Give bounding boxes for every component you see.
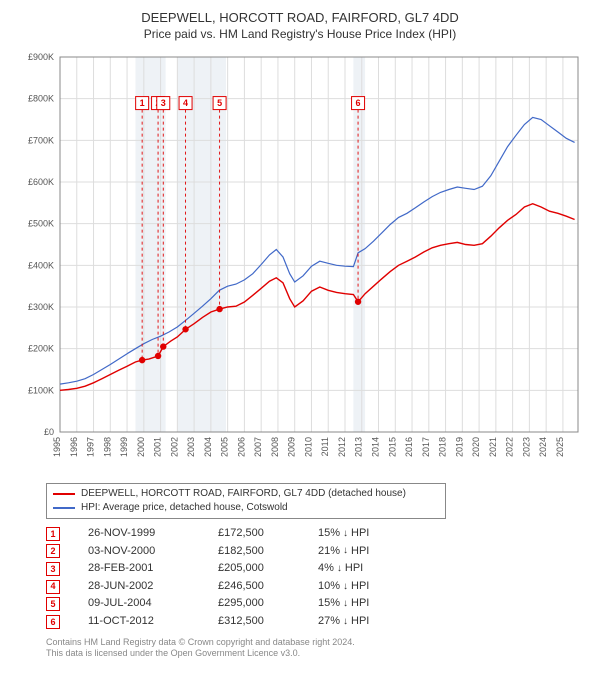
transaction-price: £172,500 (218, 525, 318, 543)
svg-text:5: 5 (217, 98, 222, 108)
table-row: 5 09-JUL-2004£295,00015%↓HPI (46, 595, 588, 613)
svg-text:2024: 2024 (538, 437, 548, 457)
transaction-date: 03-NOV-2000 (88, 543, 218, 561)
svg-text:2016: 2016 (404, 437, 414, 457)
svg-text:£800K: £800K (28, 94, 54, 104)
transaction-pct: 15%↓HPI (318, 525, 369, 543)
transaction-price: £246,500 (218, 578, 318, 596)
svg-text:2018: 2018 (438, 437, 448, 457)
legend-label: DEEPWELL, HORCOTT ROAD, FAIRFORD, GL7 4D… (81, 487, 406, 501)
svg-text:2013: 2013 (354, 437, 364, 457)
table-row: 2 03-NOV-2000£182,50021%↓HPI (46, 543, 588, 561)
svg-text:£500K: £500K (28, 219, 54, 229)
svg-text:£300K: £300K (28, 302, 54, 312)
transaction-pct: 15%↓HPI (318, 595, 369, 613)
footnote-line: Contains HM Land Registry data © Crown c… (46, 637, 588, 649)
transaction-date: 28-FEB-2001 (88, 560, 218, 578)
transaction-marker-number: 5 (46, 597, 60, 611)
svg-text:2021: 2021 (488, 437, 498, 457)
transaction-table: 126-NOV-1999£172,50015%↓HPI203-NOV-2000£… (46, 525, 588, 631)
svg-text:2017: 2017 (421, 437, 431, 457)
svg-text:£700K: £700K (28, 135, 54, 145)
svg-text:1999: 1999 (119, 437, 129, 457)
svg-text:1996: 1996 (69, 437, 79, 457)
svg-text:2012: 2012 (337, 437, 347, 457)
transaction-marker-number: 3 (46, 562, 60, 576)
svg-text:2014: 2014 (371, 437, 381, 457)
transaction-pct: 10%↓HPI (318, 578, 369, 596)
transaction-marker-number: 2 (46, 544, 60, 558)
svg-text:2011: 2011 (320, 437, 330, 456)
svg-text:2008: 2008 (270, 437, 280, 457)
table-row: 6 11-OCT-2012£312,50027%↓HPI (46, 613, 588, 631)
svg-text:2019: 2019 (454, 437, 464, 457)
transaction-marker-number: 1 (46, 527, 60, 541)
arrow-down-icon: ↓ (337, 561, 342, 577)
svg-text:2006: 2006 (236, 437, 246, 457)
svg-text:2020: 2020 (471, 437, 481, 457)
svg-text:2009: 2009 (287, 437, 297, 457)
svg-text:1995: 1995 (52, 437, 62, 457)
transaction-pct: 27%↓HPI (318, 613, 369, 631)
svg-text:2000: 2000 (136, 437, 146, 457)
svg-text:£600K: £600K (28, 177, 54, 187)
legend-label: HPI: Average price, detached house, Cots… (81, 501, 288, 515)
transaction-price: £182,500 (218, 543, 318, 561)
transaction-date: 11-OCT-2012 (88, 613, 218, 631)
transaction-pct: 4%↓HPI (318, 560, 363, 578)
table-row: 1 26-NOV-1999£172,50015%↓HPI (46, 525, 588, 543)
svg-text:2003: 2003 (186, 437, 196, 457)
svg-text:1: 1 (140, 98, 145, 108)
transaction-marker-number: 4 (46, 580, 60, 594)
svg-text:1998: 1998 (102, 437, 112, 457)
svg-text:1997: 1997 (86, 437, 96, 457)
svg-text:2002: 2002 (169, 437, 179, 457)
arrow-down-icon: ↓ (343, 596, 348, 612)
legend: DEEPWELL, HORCOTT ROAD, FAIRFORD, GL7 4D… (46, 483, 446, 519)
svg-text:2001: 2001 (153, 437, 163, 457)
transaction-pct: 21%↓HPI (318, 543, 369, 561)
svg-text:2010: 2010 (303, 437, 313, 457)
svg-text:2007: 2007 (253, 437, 263, 457)
transaction-marker-number: 6 (46, 615, 60, 629)
arrow-down-icon: ↓ (343, 543, 348, 559)
svg-text:3: 3 (161, 98, 166, 108)
arrow-down-icon: ↓ (343, 526, 348, 542)
arrow-down-icon: ↓ (343, 614, 348, 630)
legend-item: DEEPWELL, HORCOTT ROAD, FAIRFORD, GL7 4D… (53, 487, 439, 501)
page-subtitle: Price paid vs. HM Land Registry's House … (12, 27, 588, 41)
svg-text:£100K: £100K (28, 385, 54, 395)
table-row: 4 28-JUN-2002£246,50010%↓HPI (46, 578, 588, 596)
transaction-date: 09-JUL-2004 (88, 595, 218, 613)
transaction-price: £312,500 (218, 613, 318, 631)
legend-swatch (53, 507, 75, 509)
transaction-date: 26-NOV-1999 (88, 525, 218, 543)
svg-text:£400K: £400K (28, 260, 54, 270)
svg-text:£900K: £900K (28, 52, 54, 62)
svg-text:2023: 2023 (521, 437, 531, 457)
svg-text:2022: 2022 (505, 437, 515, 457)
svg-text:£0: £0 (44, 427, 54, 437)
legend-item: HPI: Average price, detached house, Cots… (53, 501, 439, 515)
legend-swatch (53, 493, 75, 495)
svg-text:4: 4 (183, 98, 188, 108)
svg-text:2015: 2015 (387, 437, 397, 457)
arrow-down-icon: ↓ (343, 579, 348, 595)
transaction-price: £295,000 (218, 595, 318, 613)
footnote: Contains HM Land Registry data © Crown c… (46, 637, 588, 660)
footnote-line: This data is licensed under the Open Gov… (46, 648, 588, 660)
svg-text:2004: 2004 (203, 437, 213, 457)
table-row: 3 28-FEB-2001£205,0004%↓HPI (46, 560, 588, 578)
transaction-price: £205,000 (218, 560, 318, 578)
svg-text:2025: 2025 (555, 437, 565, 457)
svg-text:2005: 2005 (220, 437, 230, 457)
price-chart: £0 £100K £200K £300K £400K £500K £600K £700K £80… (12, 47, 588, 477)
svg-text:6: 6 (356, 98, 361, 108)
page-title: DEEPWELL, HORCOTT ROAD, FAIRFORD, GL7 4D… (12, 10, 588, 25)
svg-text:£200K: £200K (28, 344, 54, 354)
transaction-date: 28-JUN-2002 (88, 578, 218, 596)
